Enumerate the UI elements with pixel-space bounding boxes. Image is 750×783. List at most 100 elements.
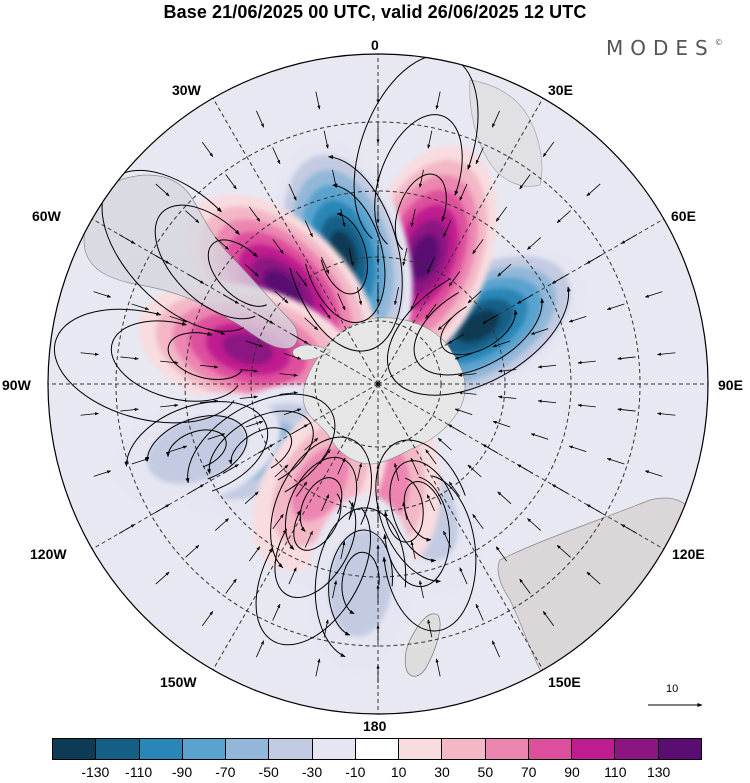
wind-arrow <box>169 315 188 323</box>
meridian-line <box>90 217 379 385</box>
wind-arrow <box>537 364 557 369</box>
wind-arrow <box>340 541 346 560</box>
wind-arrow <box>321 494 330 512</box>
streamline <box>289 155 403 352</box>
wind-arrow <box>160 360 179 365</box>
wind-arrow <box>323 619 329 638</box>
lon-label-120w: 120W <box>30 546 67 562</box>
wind-arrow <box>337 293 346 311</box>
colorbar-tick-label: -10 <box>345 764 366 780</box>
wind-arrow <box>131 458 150 465</box>
wind-arrow <box>201 141 214 157</box>
wind-arrow <box>542 611 555 627</box>
wind-arrow <box>617 407 636 412</box>
wind-arrow <box>577 403 596 408</box>
wind-arrow <box>492 340 511 348</box>
wind-arrow <box>319 303 331 319</box>
wind-arrow <box>337 457 346 475</box>
wind-arrow <box>272 603 281 621</box>
colorbar-tick-label: 10 <box>390 764 407 780</box>
wind-arrow <box>80 352 99 356</box>
wind-arrow <box>340 208 346 227</box>
wind-arrow <box>497 491 512 505</box>
streamline <box>305 183 386 323</box>
colorbar-tick-label: 130 <box>646 764 671 780</box>
reference-arrow <box>648 703 703 707</box>
wind-arrow <box>169 445 188 453</box>
wind-arrow <box>357 287 362 306</box>
wind-arrow <box>295 481 308 497</box>
wind-arrow <box>586 571 601 585</box>
lon-label-0: 0 <box>371 37 379 53</box>
wind-arrow <box>426 494 435 512</box>
wind-arrow <box>448 271 461 287</box>
wind-arrow <box>425 449 437 465</box>
wind-arrow <box>657 352 676 356</box>
colorbar <box>52 738 702 760</box>
wind-arrow <box>427 619 433 638</box>
wind-arrow <box>394 462 399 481</box>
streamline <box>228 427 293 469</box>
wind-arrow <box>530 328 549 335</box>
streamline <box>207 239 267 307</box>
wind-arrow <box>155 571 170 585</box>
colorbar-swatch <box>95 739 139 759</box>
wind-arrow <box>207 328 226 335</box>
wind-arrow <box>201 611 214 627</box>
streamline <box>167 331 243 380</box>
streamline <box>185 393 336 493</box>
wind-arrow <box>527 518 542 531</box>
wind-arrow <box>435 658 441 677</box>
wind-arrow <box>491 110 500 128</box>
wind-arrow <box>427 130 433 149</box>
wind-arrow <box>185 210 200 224</box>
wind-arrow <box>458 391 477 395</box>
wind-arrow <box>472 238 484 255</box>
wind-arrow <box>199 364 219 369</box>
wind-arrow <box>568 445 587 453</box>
colorbar-tick-label: 110 <box>604 764 627 780</box>
wind-arrow <box>425 303 437 319</box>
streamline <box>53 308 235 424</box>
wind-arrow <box>435 91 441 110</box>
wind-arrow <box>482 444 499 454</box>
wind-arrow <box>621 524 638 534</box>
lon-label-60e: 60E <box>671 208 696 224</box>
antarctic-peninsula <box>292 344 331 361</box>
wind-arrow <box>621 234 638 244</box>
wind-arrow <box>288 567 297 585</box>
wind-arrow <box>410 457 419 475</box>
wind-arrow <box>542 141 555 157</box>
streamline <box>387 278 571 396</box>
streamline <box>110 320 239 402</box>
colorbar-swatch <box>225 739 269 759</box>
wind-arrow <box>257 314 274 324</box>
wind-arrow <box>118 234 135 244</box>
anomaly-contour-band <box>263 269 302 308</box>
wind-arrow <box>304 317 319 331</box>
colorbar-swatch <box>138 739 182 759</box>
wind-arrow <box>120 407 139 412</box>
colorbar-swatch <box>268 739 312 759</box>
colorbar-tick-label: 50 <box>477 764 494 780</box>
wind-arrow <box>437 317 452 331</box>
meridian-line <box>377 383 666 551</box>
streamline <box>382 475 477 632</box>
wind-arrow <box>214 518 229 531</box>
wind-arrow <box>292 334 309 344</box>
wind-arrow <box>495 206 508 222</box>
wind-arrow <box>458 373 477 377</box>
wind-arrow <box>304 437 319 451</box>
wind-arrow <box>447 424 464 434</box>
wind-arrow <box>274 464 289 478</box>
colorbar-tick-label: -130 <box>81 764 110 780</box>
map-title: Base 21/06/2025 00 UTC, valid 26/06/2025… <box>163 2 587 22</box>
wind-arrow <box>447 334 464 344</box>
wind-arrow <box>93 470 112 477</box>
wind-arrow <box>517 294 534 304</box>
wind-arrow <box>402 501 408 521</box>
streamline <box>299 477 343 532</box>
colorbar-swatch <box>527 739 572 759</box>
wind-arrow <box>357 462 362 481</box>
wind-arrow <box>491 640 500 658</box>
